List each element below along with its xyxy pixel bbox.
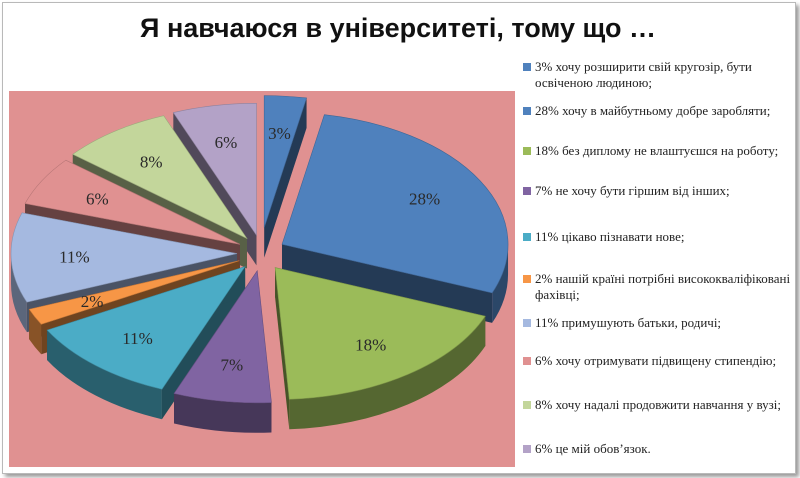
slice-wall (282, 244, 493, 323)
slice-data-label: 28% (409, 190, 440, 209)
legend-label: 8% хочу надалі продовжити навчання у вуз… (535, 397, 782, 412)
legend-label: 11% примушують батьки, родичі; (535, 315, 722, 330)
slice-data-label: 2% (81, 292, 104, 311)
slice-wall (275, 267, 290, 430)
chart-title: Я навчаюся в університеті, тому що … (140, 13, 656, 43)
slice-data-label: 6% (86, 190, 109, 209)
slice-data-label: 11% (59, 248, 90, 267)
pie-slice (28, 260, 240, 325)
slice-tops (10, 95, 509, 404)
legend-item: 18% без диплому не влаштуєшся на роботу; (523, 143, 793, 159)
slice-data-label: 6% (215, 133, 238, 152)
legend-item: 8% хочу надалі продовжити навчання у вуз… (523, 397, 793, 413)
legend-swatch (523, 233, 531, 241)
pie-chart: 3% 28% 18% 7% 11% 2% 11% 6% 8% 6% (10, 95, 509, 433)
legend-label: 11% цікаво пізнавати нове; (535, 229, 685, 244)
legend-label: 28% хочу в майбутньому добре заробляти; (535, 103, 771, 118)
legend-swatch (523, 63, 531, 71)
legend-item: 6% хочу отримувати підвищену стипендію; (523, 353, 793, 369)
legend-label: 3% хочу розширити свій кругозір, бути ос… (535, 59, 752, 90)
pie-slice (10, 212, 238, 303)
pie-slice (72, 115, 248, 240)
legend-label: 2% нашій країні потрібні висококваліфіко… (535, 271, 791, 302)
pie-slice (46, 265, 246, 390)
slice-rim (492, 244, 509, 323)
pie-slice (281, 114, 509, 294)
legend-label: 6% хочу отримувати підвищену стипендію; (535, 353, 777, 368)
legend-item: 3% хочу розширити свій кругозір, бути ос… (523, 59, 793, 91)
slice-data-label: 3% (268, 124, 291, 143)
pie-slice (274, 267, 486, 400)
slice-rim (11, 253, 27, 333)
legend-label: 7% не хочу бути гіршим від інших; (535, 183, 730, 198)
slice-data-label: 7% (220, 356, 243, 375)
legend-swatch (523, 275, 531, 283)
legend-item: 11% цікаво пізнавати нове; (523, 229, 793, 245)
slice-wall (264, 97, 307, 258)
legend-label: 6% це мій обов’язок. (535, 441, 651, 456)
pie-slice (173, 269, 272, 404)
legend-swatch (523, 319, 531, 327)
legend-swatch (523, 147, 531, 155)
slice-data-label: 8% (140, 153, 163, 172)
slice-data-label: 18% (355, 335, 386, 354)
slice-labels: 3% 28% 18% 7% 11% 2% 11% 6% 8% 6% (59, 124, 440, 375)
legend-swatch (523, 357, 531, 365)
legend-item: 28% хочу в майбутньому добре заробляти; (523, 103, 793, 119)
legend-label: 18% без диплому не влаштуєшся на роботу; (535, 143, 779, 158)
slice-rim (47, 330, 162, 420)
pie-slice (263, 95, 307, 228)
legend-item: 2% нашій країні потрібні висококваліфіко… (523, 271, 793, 303)
legend-swatch (523, 187, 531, 195)
legend-swatch (523, 445, 531, 453)
legend-swatch (523, 401, 531, 409)
pie-slice (24, 159, 241, 245)
slice-data-label: 11% (122, 329, 153, 348)
pie-slice (172, 103, 257, 237)
slice-rim (289, 316, 486, 430)
slice-rim (174, 393, 272, 433)
legend-item: 6% це мій обов’язок. (523, 441, 793, 457)
legend-swatch (523, 107, 531, 115)
legend-item: 7% не хочу бути гіршим від інших; (523, 183, 793, 199)
legend-item: 11% примушують батьки, родичі; (523, 315, 793, 331)
slice-rim (29, 309, 42, 355)
